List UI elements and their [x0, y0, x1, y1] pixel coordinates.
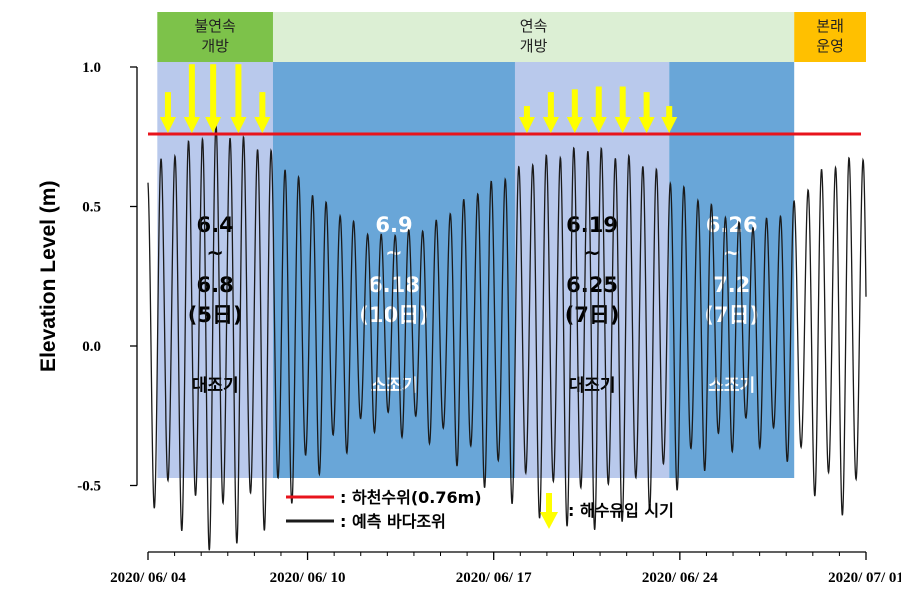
inflow-arrow-7	[566, 89, 583, 133]
period-duration-3: (7日)	[704, 303, 759, 327]
inflow-arrow-head	[183, 116, 200, 133]
inflow-arrow-head	[159, 116, 176, 133]
inflow-arrow-shaft	[619, 86, 626, 119]
inflow-arrow-head	[614, 116, 631, 133]
inflow-arrow-11	[661, 106, 678, 133]
period-tide-type-1: 소조기	[371, 376, 418, 396]
period-start-date-1: 6.9	[375, 213, 412, 237]
y-tick-label-1: 0.5	[82, 200, 101, 216]
operation-band-sublabel-1: 개방	[520, 37, 548, 55]
legend-tide-label: : 예측 바다조위	[340, 512, 446, 531]
inflow-arrow-0	[159, 92, 176, 133]
operation-band-label-0: 불연속	[194, 17, 236, 35]
y-tick-label-3: -0.5	[77, 479, 101, 495]
inflow-arrow-head	[638, 116, 655, 133]
inflow-arrow-shaft	[259, 92, 266, 119]
inflow-arrow-4	[254, 92, 271, 133]
period-tide-type-0: 대조기	[192, 376, 239, 396]
legend-threshold-label: : 하천수위(0.76m)	[340, 488, 482, 507]
inflow-arrow-3	[230, 64, 247, 133]
inflow-arrow-9	[614, 86, 631, 133]
legend-inflow-label: : 해수유입 시기	[568, 501, 674, 520]
inflow-arrow-head	[230, 116, 247, 133]
y-axis-label: Elevation Level (m)	[37, 181, 60, 372]
inflow-arrow-head	[566, 116, 583, 133]
period-shade-3	[669, 62, 795, 478]
x-tick-label-4: 2020/ 07/ 01	[828, 570, 901, 586]
period-shade-1	[272, 62, 515, 478]
inflow-arrow-head	[661, 116, 678, 133]
period-separator-0: ~	[206, 241, 224, 265]
inflow-arrow-shaft	[210, 64, 217, 119]
period-end-date-0: 6.8	[197, 273, 234, 297]
operation-band-sublabel-2: 운영	[816, 37, 844, 55]
x-tick-label-0: 2020/ 06/ 04	[110, 570, 186, 586]
inflow-arrow-shaft	[523, 106, 530, 119]
x-tick-label-2: 2020/ 06/ 17	[456, 570, 532, 586]
period-start-date-3: 6.26	[706, 213, 758, 237]
period-duration-1: (10日)	[359, 303, 428, 327]
inflow-arrow-shaft	[643, 92, 650, 119]
inflow-arrow-head	[205, 116, 222, 133]
inflow-arrow-shaft	[235, 64, 242, 119]
inflow-arrow-6	[542, 92, 559, 133]
inflow-arrow-head	[590, 116, 607, 133]
operation-band-0	[157, 12, 273, 62]
inflow-arrow-head	[542, 116, 559, 133]
period-end-date-1: 6.18	[368, 273, 420, 297]
inflow-arrow-1	[183, 64, 200, 133]
inflow-arrow-8	[590, 86, 607, 133]
operation-band-label-1: 연속	[520, 17, 548, 35]
x-tick-label-3: 2020/ 06/ 24	[642, 570, 718, 586]
x-tick-label-1: 2020/ 06/ 10	[270, 570, 346, 586]
inflow-arrow-shaft	[547, 92, 554, 119]
legend-arrow-icon	[540, 493, 558, 529]
period-start-date-2: 6.19	[566, 213, 618, 237]
period-separator-2: ~	[583, 241, 601, 265]
period-end-date-3: 7.2	[713, 273, 750, 297]
y-tick-label-2: 0.0	[82, 339, 101, 355]
operation-band-sublabel-0: 개방	[201, 37, 229, 55]
inflow-arrow-shaft	[571, 89, 578, 119]
inflow-arrow-shaft	[188, 64, 195, 119]
period-duration-0: (5日)	[188, 303, 243, 327]
inflow-arrow-shaft	[164, 92, 171, 119]
operation-band-2	[794, 12, 866, 62]
inflow-arrow-shaft	[666, 106, 673, 119]
inflow-arrow-head	[518, 116, 535, 133]
period-duration-2: (7日)	[565, 303, 620, 327]
inflow-arrow-10	[638, 92, 655, 133]
inflow-arrow-head	[254, 116, 271, 133]
period-end-date-2: 6.25	[566, 273, 618, 297]
axes-layer: 1.0 0.5 0.0 -0.5 Elevation Level (m) 2020/ 06…	[37, 60, 901, 586]
legend: : 하천수위(0.76m) : 예측 바다조위 : 해수유입 시기	[286, 488, 674, 531]
tide-series-line	[147, 122, 867, 551]
inflow-arrow-5	[518, 106, 535, 133]
tide-series-layer	[147, 122, 867, 551]
inflow-arrow-2	[205, 64, 222, 133]
operation-band-label-2: 본래	[816, 17, 844, 35]
inflow-arrow-shaft	[595, 86, 602, 119]
y-tick-label-0: 1.0	[82, 60, 101, 76]
operation-band-1	[272, 12, 795, 62]
inflow-arrows-layer	[159, 64, 678, 133]
